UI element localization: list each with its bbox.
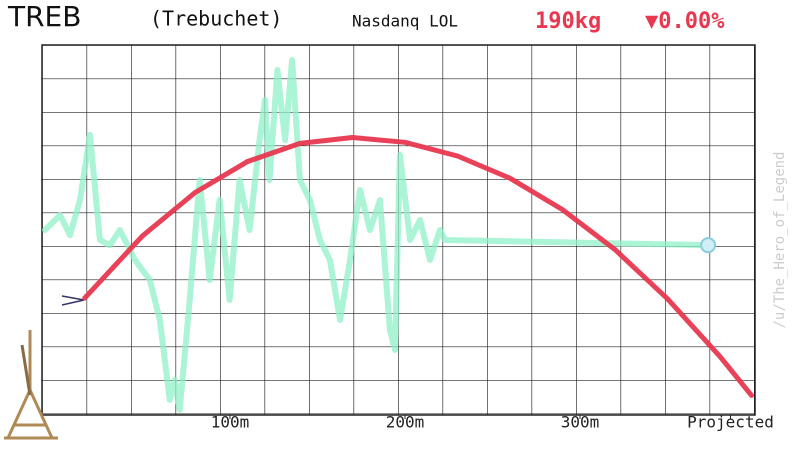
chart-title: TREB (7, 0, 81, 33)
subtitle: (Trebuchet) (150, 7, 282, 31)
x-tick-label: Projected (687, 413, 774, 432)
series-line (82, 135, 754, 398)
end-marker (700, 237, 717, 254)
price: 190kg (535, 9, 601, 34)
trebuchet-icon (4, 330, 58, 440)
watermark: /u/The_Hero_of_Legend (772, 151, 788, 328)
x-tick-label: 300m (561, 413, 600, 432)
x-tick-label: 100m (211, 413, 250, 432)
series-line (41, 57, 712, 413)
change: ▼0.00% (645, 9, 725, 34)
x-tick-label: 200m (386, 413, 425, 432)
brand: Nasdanq LOL (352, 12, 458, 31)
